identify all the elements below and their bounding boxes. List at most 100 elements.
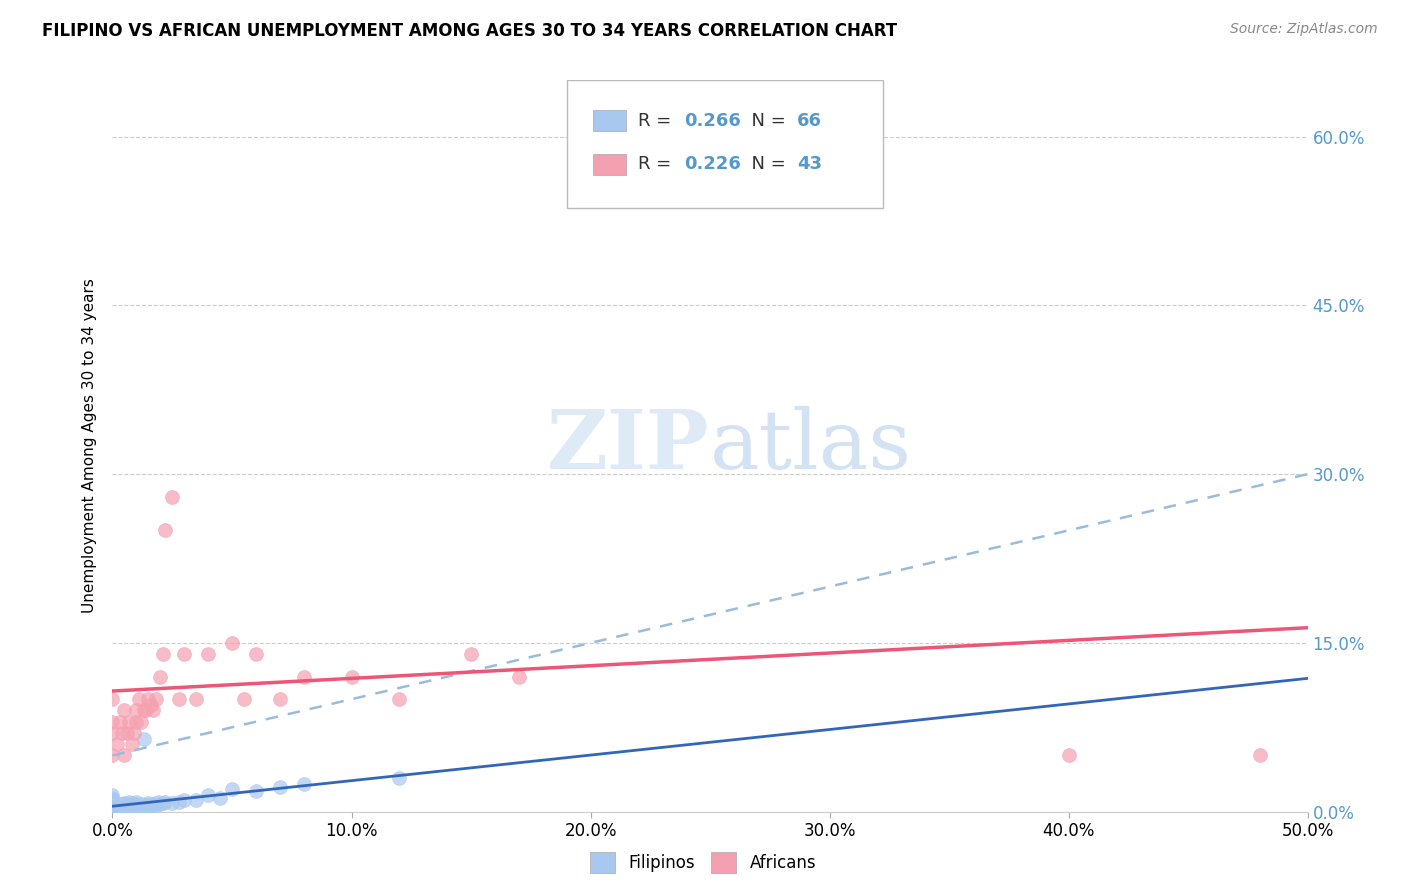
Point	[125, 714, 148, 729]
Point	[101, 692, 124, 706]
Point	[118, 795, 141, 809]
Text: atlas: atlas	[710, 406, 912, 486]
Point	[269, 780, 291, 794]
Point	[114, 796, 135, 810]
Point	[128, 692, 150, 706]
Point	[101, 805, 124, 819]
Point	[108, 714, 131, 729]
Point	[135, 703, 157, 717]
Point	[101, 797, 124, 812]
Point	[101, 802, 124, 816]
Point	[101, 797, 124, 812]
Point	[101, 796, 124, 810]
Point	[101, 805, 124, 819]
Point	[129, 797, 152, 811]
Point	[128, 799, 150, 814]
Point	[101, 802, 124, 816]
Point	[138, 800, 160, 814]
Point	[101, 801, 124, 815]
Legend: Filipinos, Africans: Filipinos, Africans	[583, 846, 823, 880]
FancyBboxPatch shape	[567, 80, 883, 209]
Point	[221, 782, 243, 797]
Point	[101, 799, 124, 814]
Point	[105, 801, 128, 815]
Point	[135, 797, 157, 812]
Point	[122, 797, 145, 811]
Point	[101, 799, 124, 814]
Point	[101, 805, 124, 819]
Point	[340, 670, 363, 684]
FancyBboxPatch shape	[593, 111, 627, 131]
Point	[114, 801, 135, 815]
Point	[101, 800, 124, 814]
Point	[173, 793, 195, 807]
Point	[388, 692, 411, 706]
Point	[121, 737, 143, 751]
Y-axis label: Unemployment Among Ages 30 to 34 years: Unemployment Among Ages 30 to 34 years	[82, 278, 97, 614]
Text: R =: R =	[638, 155, 678, 173]
Text: Source: ZipAtlas.com: Source: ZipAtlas.com	[1230, 22, 1378, 37]
Point	[149, 670, 172, 684]
Point	[138, 796, 160, 810]
Point	[221, 636, 243, 650]
Point	[460, 647, 482, 661]
Text: N =: N =	[740, 112, 792, 129]
Point	[105, 737, 128, 751]
Point	[129, 800, 152, 814]
Point	[125, 795, 148, 809]
Point	[142, 703, 165, 717]
Point	[152, 796, 174, 810]
Point	[101, 793, 124, 807]
Point	[111, 801, 134, 815]
Point	[132, 731, 155, 746]
Point	[118, 799, 141, 814]
Point	[142, 797, 165, 811]
Point	[111, 797, 134, 811]
Point	[145, 692, 167, 706]
Point	[101, 805, 124, 819]
Point	[169, 692, 191, 706]
Point	[138, 692, 160, 706]
Point	[579, 163, 602, 178]
Point	[101, 797, 124, 811]
Text: R =: R =	[638, 112, 678, 129]
Point	[101, 714, 124, 729]
Point	[101, 805, 124, 819]
Point	[105, 799, 128, 814]
Point	[101, 793, 124, 807]
Point	[101, 748, 124, 763]
Point	[139, 698, 162, 712]
Point	[233, 692, 256, 706]
Point	[125, 797, 148, 812]
Point	[111, 726, 134, 740]
Text: N =: N =	[740, 155, 792, 173]
Point	[115, 726, 138, 740]
Point	[508, 670, 530, 684]
Text: 0.226: 0.226	[683, 155, 741, 173]
Point	[162, 796, 183, 810]
Point	[122, 726, 145, 740]
Point	[125, 703, 148, 717]
FancyBboxPatch shape	[593, 154, 627, 175]
Point	[108, 800, 131, 814]
Point	[186, 793, 208, 807]
Point	[101, 791, 124, 805]
Point	[149, 797, 172, 811]
Point	[292, 670, 315, 684]
Point	[388, 771, 411, 785]
Point	[145, 797, 167, 812]
Point	[153, 795, 176, 809]
Point	[139, 799, 162, 814]
Point	[101, 788, 124, 802]
Point	[101, 795, 124, 809]
Point	[101, 805, 124, 819]
Point	[269, 692, 291, 706]
Point	[125, 800, 148, 814]
Point	[101, 805, 124, 819]
Point	[1249, 748, 1271, 763]
Point	[153, 524, 176, 538]
Point	[169, 795, 191, 809]
Text: 66: 66	[797, 112, 823, 129]
Point	[162, 490, 183, 504]
Point	[197, 788, 219, 802]
